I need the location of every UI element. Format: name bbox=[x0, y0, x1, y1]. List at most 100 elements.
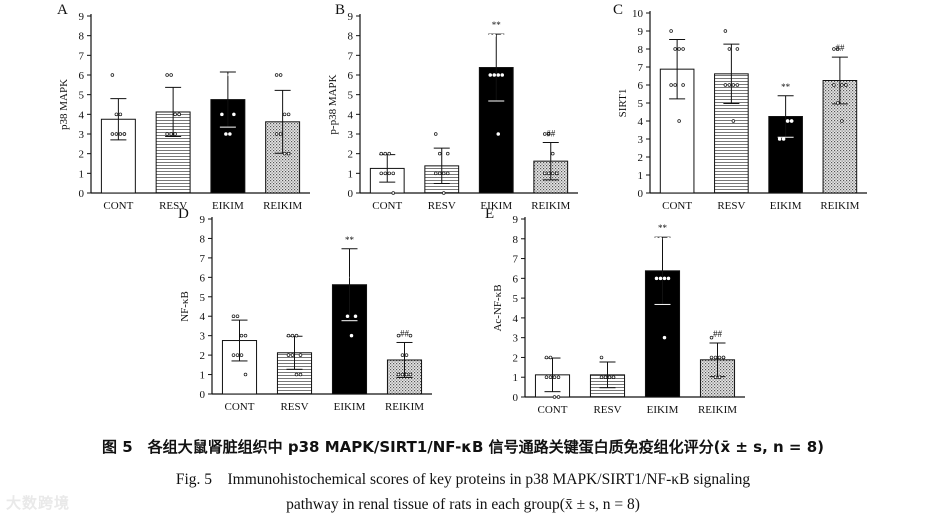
y-tick-label: 8 bbox=[348, 31, 354, 43]
data-point bbox=[735, 83, 740, 87]
data-point bbox=[546, 171, 551, 176]
data-point bbox=[387, 151, 392, 156]
panel-letter: A bbox=[57, 2, 68, 18]
y-tick-label: 1 bbox=[200, 370, 206, 382]
chart-panel-d: D 0 1 2 3 4 5 6 7 8 9 NF-κB CONT RESV ** EIKIM ## REIKIM bbox=[178, 206, 432, 413]
y-tick-label: 0 bbox=[200, 389, 206, 401]
data-point bbox=[278, 132, 283, 136]
y-tick-label: 1 bbox=[638, 170, 644, 182]
data-point bbox=[735, 47, 740, 51]
y-tick-label: 8 bbox=[200, 233, 206, 245]
chart-panel-c: C 0 1 2 3 4 5 6 7 8 9 10 SIRT1 CONT RESV ** EIKIM ## REIKI… bbox=[613, 2, 867, 212]
x-category-label: RESV bbox=[428, 200, 456, 212]
y-tick-label: 9 bbox=[638, 26, 644, 38]
data-point bbox=[709, 355, 714, 360]
data-point bbox=[496, 132, 501, 136]
data-point bbox=[723, 83, 728, 87]
data-point bbox=[231, 314, 236, 318]
data-point bbox=[278, 73, 283, 77]
data-point bbox=[721, 355, 726, 360]
y-axis-label: p-p38 MAPK bbox=[327, 74, 339, 134]
data-point bbox=[387, 171, 392, 176]
data-point bbox=[666, 276, 671, 281]
y-tick-label: 1 bbox=[348, 168, 354, 180]
y-tick-label: 3 bbox=[513, 333, 519, 345]
data-point bbox=[488, 33, 493, 38]
data-point bbox=[232, 73, 236, 77]
data-point bbox=[654, 237, 659, 241]
data-point bbox=[599, 355, 604, 360]
chart-panel-b: B 0 1 2 3 4 5 6 7 8 9 p-p38 MAPK CONT RESV ** EIKIM ## RE… bbox=[327, 2, 578, 212]
data-point bbox=[341, 275, 346, 280]
significance-mark: ## bbox=[546, 128, 556, 138]
y-tick-label: 7 bbox=[638, 62, 644, 74]
data-point bbox=[500, 33, 505, 38]
data-point bbox=[294, 333, 299, 338]
data-point bbox=[723, 29, 728, 33]
y-tick-label: 6 bbox=[79, 70, 85, 82]
x-category-label: RESV bbox=[280, 401, 308, 413]
chart-panel-a: A 0 1 2 3 4 5 6 7 8 9 p38 MAPK CONT RESV EIKIM REIKIM bbox=[57, 2, 310, 212]
significance-mark: ** bbox=[781, 82, 791, 92]
data-point bbox=[400, 372, 405, 377]
data-point bbox=[353, 275, 358, 280]
y-tick-label: 0 bbox=[79, 188, 85, 200]
data-point bbox=[165, 132, 169, 136]
y-tick-label: 5 bbox=[348, 90, 354, 102]
y-tick-label: 7 bbox=[79, 50, 85, 62]
data-point bbox=[840, 83, 844, 87]
data-point bbox=[785, 119, 790, 123]
data-point bbox=[840, 119, 844, 123]
data-point bbox=[173, 132, 177, 136]
x-category-label: CONT bbox=[372, 200, 402, 212]
figure-caption-english-line1: Fig. 5 Immunohistochemical scores of key… bbox=[175, 471, 751, 488]
x-category-label: CONT bbox=[225, 401, 255, 413]
data-point bbox=[666, 237, 671, 241]
data-point bbox=[492, 33, 497, 38]
data-point bbox=[662, 276, 667, 281]
y-tick-label: 6 bbox=[638, 80, 644, 92]
x-category-label: EIKIM bbox=[334, 401, 366, 413]
data-point bbox=[231, 353, 236, 357]
y-tick-label: 2 bbox=[513, 352, 519, 364]
data-point bbox=[220, 112, 224, 117]
data-point bbox=[789, 119, 794, 123]
data-point bbox=[599, 375, 604, 379]
y-tick-label: 2 bbox=[79, 149, 85, 161]
x-category-label: REIKIM bbox=[698, 404, 737, 416]
data-point bbox=[438, 171, 442, 176]
data-point bbox=[400, 353, 405, 357]
data-point bbox=[832, 47, 836, 51]
data-point bbox=[243, 333, 248, 338]
data-point bbox=[298, 353, 303, 357]
significance-mark: ** bbox=[658, 223, 668, 233]
data-point bbox=[114, 112, 119, 117]
data-point bbox=[228, 73, 232, 77]
data-point bbox=[546, 132, 551, 136]
y-tick-label: 7 bbox=[513, 254, 519, 266]
y-axis-label: SIRT1 bbox=[617, 89, 629, 118]
x-category-label: RESV bbox=[593, 404, 621, 416]
y-tick-label: 8 bbox=[638, 44, 644, 56]
y-tick-label: 9 bbox=[513, 214, 519, 226]
y-tick-label: 4 bbox=[638, 116, 644, 128]
x-category-label: REIKIM bbox=[385, 401, 424, 413]
data-point bbox=[434, 132, 438, 136]
data-point bbox=[224, 73, 228, 77]
data-point bbox=[349, 275, 354, 280]
data-point bbox=[542, 171, 547, 176]
panel-letter: D bbox=[178, 206, 189, 222]
y-tick-label: 6 bbox=[200, 272, 206, 284]
data-point bbox=[286, 353, 291, 357]
data-point bbox=[544, 355, 549, 360]
data-point bbox=[379, 151, 384, 156]
data-point bbox=[844, 83, 848, 87]
y-tick-label: 9 bbox=[348, 11, 354, 23]
data-point bbox=[669, 83, 673, 87]
data-point bbox=[713, 375, 718, 379]
data-point bbox=[731, 83, 736, 87]
figure-caption-english-line2: pathway in renal tissue of rats in each … bbox=[286, 496, 640, 513]
data-point bbox=[391, 171, 396, 176]
data-point bbox=[341, 236, 346, 241]
y-tick-label: 3 bbox=[348, 129, 354, 141]
